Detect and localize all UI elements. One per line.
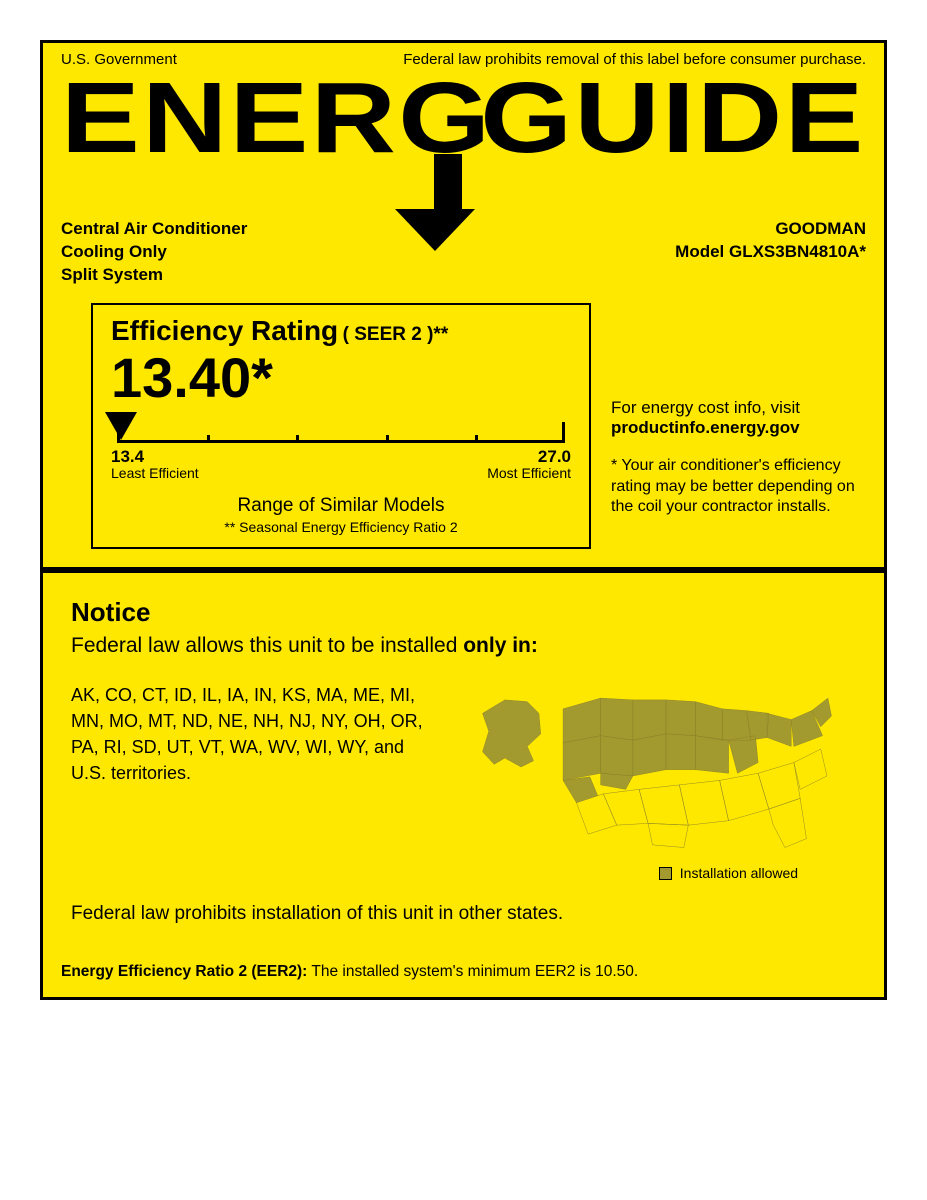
cost-lead: For energy cost info, visit bbox=[611, 398, 866, 418]
brand-row: ENERG GUIDE bbox=[43, 68, 884, 178]
notice-title: Notice bbox=[71, 597, 860, 628]
states-list: AK, CO, CT, ID, IL, IA, IN, KS, MA, ME, … bbox=[71, 682, 441, 786]
notice-lead-pre: Federal law allows this unit to be insta… bbox=[71, 634, 463, 657]
scale-max: 27.0 bbox=[538, 447, 571, 467]
scale-line bbox=[117, 440, 565, 443]
notice-foot: Federal law prohibits installation of th… bbox=[71, 903, 860, 925]
us-map: Installation allowed bbox=[457, 682, 860, 881]
product-line2: Cooling Only bbox=[61, 241, 247, 264]
rating-value: 13.40* bbox=[111, 349, 571, 408]
rating-disclaimer: * Your air conditioner's efficiency rati… bbox=[611, 456, 866, 518]
mid-section: Efficiency Rating ( SEER 2 )** 13.40* 13… bbox=[43, 297, 884, 567]
scale-min: 13.4 bbox=[111, 447, 144, 467]
eer-label: Energy Efficiency Ratio 2 (EER2): bbox=[61, 963, 307, 980]
rating-box: Efficiency Rating ( SEER 2 )** 13.40* 13… bbox=[91, 303, 591, 549]
notice-section: Notice Federal law allows this unit to b… bbox=[43, 573, 884, 937]
map-legend: Installation allowed bbox=[457, 865, 860, 881]
legend-text: Installation allowed bbox=[680, 865, 798, 881]
us-map-icon bbox=[457, 682, 857, 852]
product-model: GOODMAN Model GLXS3BN4810A* bbox=[675, 218, 866, 287]
manufacturer: GOODMAN bbox=[675, 218, 866, 241]
side-info: For energy cost info, visit productinfo.… bbox=[611, 303, 866, 549]
notice-lead: Federal law allows this unit to be insta… bbox=[71, 634, 860, 658]
notice-lead-bold: only in: bbox=[463, 634, 538, 657]
eer-text: The installed system's minimum EER2 is 1… bbox=[307, 963, 638, 980]
product-type: Central Air Conditioner Cooling Only Spl… bbox=[61, 218, 247, 287]
brand-energy: ENERG bbox=[61, 68, 492, 168]
product-line1: Central Air Conditioner bbox=[61, 218, 247, 241]
rating-title: Efficiency Rating bbox=[111, 315, 338, 346]
range-note: ** Seasonal Energy Efficiency Ratio 2 bbox=[111, 519, 571, 535]
efficiency-scale: 13.4 27.0 Least Efficient Most Efficient… bbox=[111, 412, 571, 535]
brand-guide: GUIDE bbox=[480, 68, 866, 168]
range-caption: Range of Similar Models bbox=[111, 495, 571, 517]
scale-pointer-icon bbox=[105, 412, 137, 440]
product-line3: Split System bbox=[61, 264, 247, 287]
cost-url: productinfo.energy.gov bbox=[611, 418, 866, 438]
eer-line: Energy Efficiency Ratio 2 (EER2): The in… bbox=[43, 937, 884, 997]
rating-title-sub: ( SEER 2 )** bbox=[343, 324, 449, 345]
model-number: Model GLXS3BN4810A* bbox=[675, 241, 866, 264]
arrow-down-icon bbox=[421, 154, 475, 251]
scale-max-sub: Most Efficient bbox=[487, 465, 571, 481]
scale-min-sub: Least Efficient bbox=[111, 465, 199, 481]
energyguide-label: U.S. Government Federal law prohibits re… bbox=[40, 40, 887, 1000]
legend-swatch-icon bbox=[659, 867, 672, 880]
